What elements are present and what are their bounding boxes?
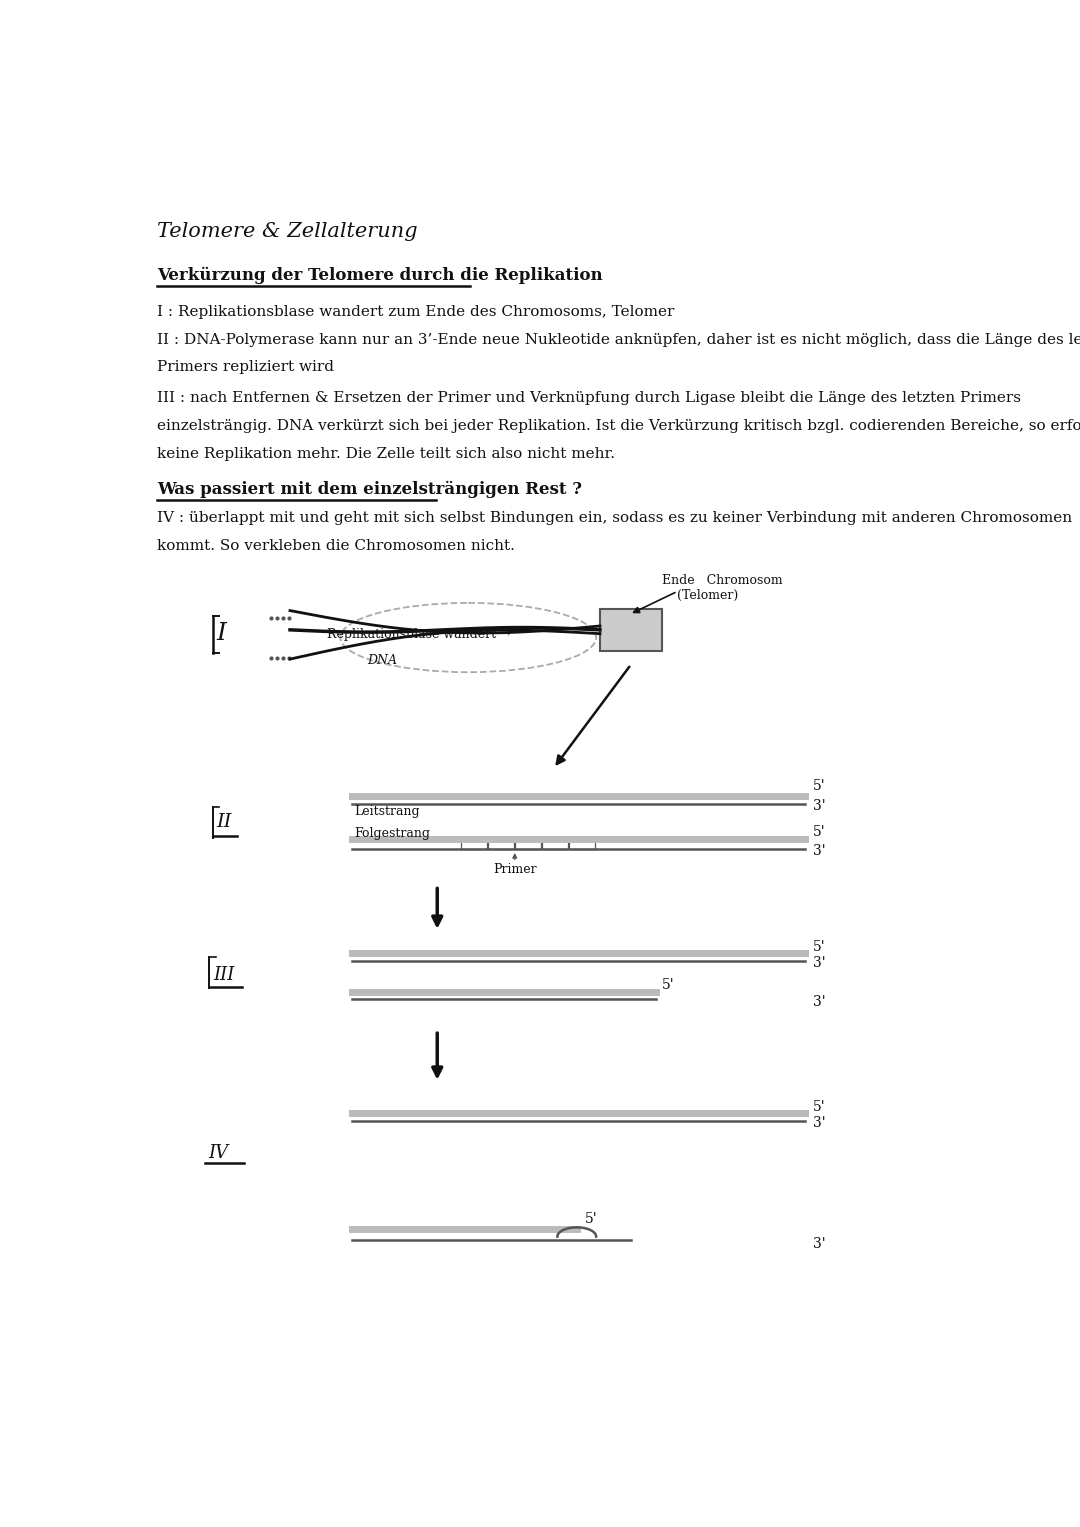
Text: II : DNA-Polymerase kann nur an 3’-Ende neue Nukleotide anknüpfen, daher ist es : II : DNA-Polymerase kann nur an 3’-Ende … — [157, 333, 1080, 347]
Text: 3': 3' — [813, 1237, 826, 1251]
Text: IV : überlappt mit und geht mit sich selbst Bindungen ein, sodass es zu keiner V: IV : überlappt mit und geht mit sich sel… — [157, 512, 1071, 525]
Text: Folgestrang: Folgestrang — [354, 828, 430, 840]
Text: 3': 3' — [813, 956, 826, 970]
Text: Leitstrang: Leitstrang — [354, 805, 420, 818]
Text: 5': 5' — [813, 826, 826, 840]
Text: I : Replikationsblase wandert zum Ende des Chromosoms, Telomer: I : Replikationsblase wandert zum Ende d… — [157, 305, 674, 319]
Text: kommt. So verkleben die Chromosomen nicht.: kommt. So verkleben die Chromosomen nich… — [157, 539, 514, 553]
Text: 5': 5' — [813, 1099, 826, 1113]
Text: 3': 3' — [813, 844, 826, 858]
Text: 5': 5' — [813, 779, 826, 793]
Text: einzelsträngig. DNA verkürzt sich bei jeder Replikation. Ist die Verkürzung krit: einzelsträngig. DNA verkürzt sich bei je… — [157, 418, 1080, 432]
Text: Ende   Chromosom: Ende Chromosom — [662, 574, 783, 588]
Text: 3': 3' — [813, 1116, 826, 1130]
Text: IV: IV — [208, 1144, 229, 1162]
Text: 5': 5' — [662, 977, 675, 993]
Text: (Telomer): (Telomer) — [677, 589, 739, 602]
Text: II: II — [216, 814, 232, 831]
Text: Replikationsblase wandert →: Replikationsblase wandert → — [327, 628, 511, 641]
Text: I: I — [217, 621, 227, 646]
Text: keine Replikation mehr. Die Zelle teilt sich also nicht mehr.: keine Replikation mehr. Die Zelle teilt … — [157, 446, 615, 461]
Text: III : nach Entfernen & Ersetzen der Primer und Verknüpfung durch Ligase bleibt d: III : nach Entfernen & Ersetzen der Prim… — [157, 391, 1021, 405]
Text: Verkürzung der Telomere durch die Replikation: Verkürzung der Telomere durch die Replik… — [157, 266, 603, 284]
Text: 5': 5' — [813, 941, 826, 954]
Bar — [515, 840, 541, 849]
Bar — [460, 840, 487, 849]
Bar — [488, 840, 514, 849]
Bar — [600, 609, 662, 652]
Bar — [569, 840, 595, 849]
Text: Telomere & Zellalterung: Telomere & Zellalterung — [157, 221, 417, 241]
Text: 3': 3' — [813, 799, 826, 814]
Text: Was passiert mit dem einzelsträngigen Rest ?: Was passiert mit dem einzelsträngigen Re… — [157, 481, 582, 498]
Bar — [542, 840, 568, 849]
Text: DNA: DNA — [367, 655, 397, 667]
Text: Primer: Primer — [492, 863, 537, 876]
Text: III: III — [214, 965, 234, 983]
Text: 3': 3' — [813, 994, 826, 1009]
Text: 5': 5' — [584, 1212, 597, 1226]
Text: Primers repliziert wird: Primers repliziert wird — [157, 360, 334, 374]
